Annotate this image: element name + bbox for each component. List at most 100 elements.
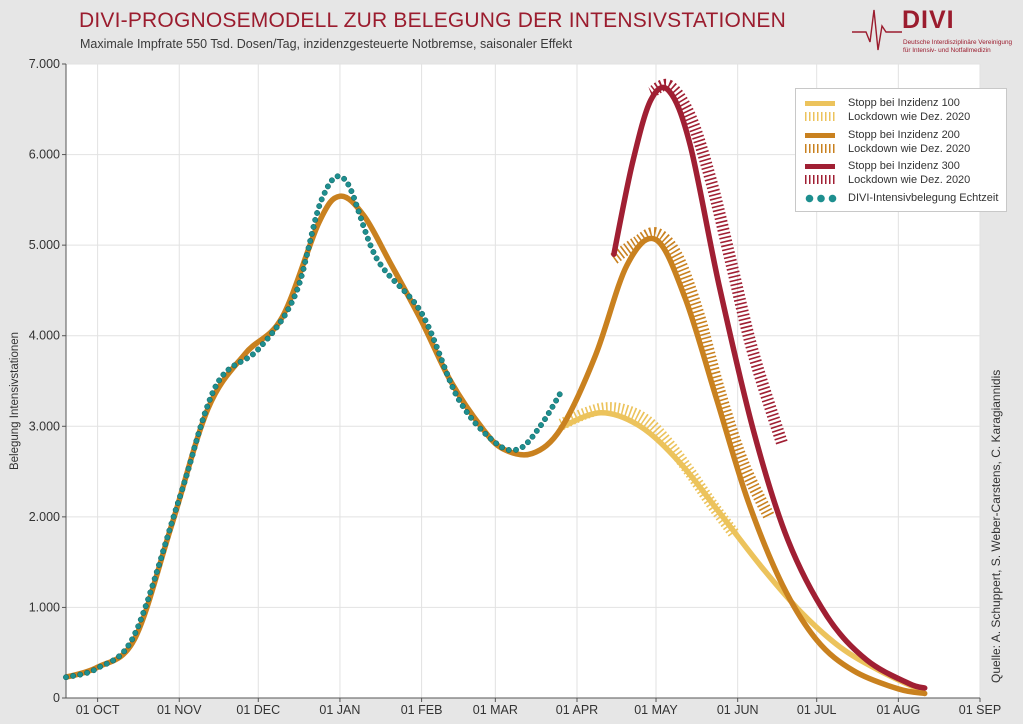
- series-6-point: [505, 447, 512, 453]
- source-note: Quelle: A. Schuppert, S. Weber-Carstens,…: [989, 369, 1003, 683]
- series-0-line: [558, 409, 925, 694]
- series-6-point: [166, 527, 173, 534]
- series-4-line: [611, 84, 928, 691]
- logo-subtitle-line-2: für Intensiv- und Notfallmedizin: [903, 47, 991, 54]
- series-6-point: [364, 235, 371, 242]
- series-6-point: [264, 335, 271, 342]
- series-6-point: [298, 272, 305, 279]
- series-6-point: [316, 203, 323, 210]
- series-6-point: [444, 370, 450, 377]
- series-6-point: [97, 663, 104, 670]
- series-6-point: [193, 437, 200, 444]
- series-6-point: [187, 458, 194, 465]
- series-6-point: [386, 272, 393, 279]
- series-6-point: [477, 425, 484, 432]
- legend-swatch: [805, 194, 837, 203]
- series-6-point: [145, 596, 152, 603]
- series-6-point: [281, 312, 288, 319]
- legend-label: Stopp bei Inzidenz 100: [848, 97, 960, 109]
- series-6-point: [259, 341, 266, 348]
- series-6-point: [273, 324, 280, 331]
- series-6-point: [189, 451, 196, 458]
- series-6-point: [367, 242, 374, 249]
- series-6-point: [428, 330, 435, 337]
- legend-label: Lockdown wie Dez. 2020: [848, 143, 971, 155]
- series-6-point: [307, 237, 314, 244]
- series-6-point: [312, 216, 319, 223]
- series-6-point: [419, 310, 426, 317]
- legend-swatch: [805, 101, 835, 106]
- series-6-point: [341, 175, 348, 182]
- legend-swatch: [805, 112, 835, 121]
- x-tick-label: 01 MAY: [634, 703, 678, 717]
- series-6-point: [172, 506, 179, 513]
- series-6-point: [116, 653, 122, 660]
- x-tick-label: 01 APR: [556, 703, 598, 717]
- logo-subtitle: Deutsche Interdisziplinäre Vereinigung f…: [903, 39, 1018, 55]
- series-6-point: [185, 465, 192, 472]
- series-6-point: [487, 435, 494, 442]
- series-6-point: [183, 472, 190, 479]
- logo-subtitle-line-1: Deutsche Interdisziplinäre Vereinigung: [903, 39, 1013, 46]
- y-tick-label: 6.000: [29, 148, 60, 162]
- x-tick-label: 01 NOV: [157, 703, 202, 717]
- series-3-hatched-line: [610, 227, 775, 520]
- series-6-point: [231, 362, 238, 369]
- series-6-point: [84, 669, 91, 676]
- series-6-point: [70, 672, 77, 679]
- series-6-point: [357, 215, 364, 222]
- x-tick-label: 01 AUG: [876, 703, 920, 717]
- series-6-point: [147, 589, 154, 596]
- series-6-point: [355, 208, 362, 215]
- y-tick-label: 7.000: [29, 57, 60, 71]
- series-6-point: [553, 397, 560, 404]
- series-6-point: [174, 500, 181, 506]
- series-6-point: [549, 403, 556, 410]
- series-6-point: [103, 660, 110, 667]
- series-6-point: [140, 609, 147, 616]
- series-6-point: [225, 366, 232, 373]
- x-tick-label: 01 FEB: [401, 703, 443, 717]
- series-6-point: [177, 493, 184, 500]
- series-6-point: [314, 210, 321, 216]
- series-6-point: [302, 258, 309, 265]
- series-6-point: [415, 304, 422, 311]
- series-6-point: [170, 513, 177, 520]
- series-6-point: [220, 371, 227, 378]
- series-6-point: [455, 396, 462, 403]
- series-6-point: [142, 603, 149, 610]
- series-6-point: [162, 541, 169, 548]
- series-6-point: [310, 223, 317, 230]
- series-6-point: [425, 323, 432, 330]
- series-6-point: [197, 424, 204, 431]
- legend-entry: Lockdown wie Dez. 2020: [796, 111, 1006, 125]
- chart-legend: Stopp bei Inzidenz 100 Lockdown wie Dez. …: [795, 88, 1007, 212]
- series-6-point: [499, 444, 506, 451]
- y-tick-label: 0: [53, 691, 60, 705]
- series-6-point: [151, 575, 158, 582]
- legend-entry: Lockdown wie Dez. 2020: [796, 174, 1006, 188]
- series-6-point: [411, 299, 418, 305]
- y-tick-label: 1.000: [29, 600, 60, 614]
- series-6-point: [542, 416, 548, 423]
- series-6-point: [472, 420, 479, 427]
- series-6-point: [519, 444, 526, 450]
- series-6-point: [373, 255, 380, 262]
- series-6-point: [328, 177, 335, 184]
- series-6-point: [433, 343, 440, 350]
- x-tick-label: 01 DEC: [236, 703, 280, 717]
- series-6-point: [452, 390, 459, 397]
- series-6-point: [303, 251, 310, 258]
- series-6-point: [377, 261, 384, 268]
- series-6-point: [370, 249, 377, 255]
- series-6-point: [538, 422, 544, 429]
- series-6-point: [468, 414, 474, 421]
- series-6-point: [181, 479, 188, 486]
- series-6-point: [90, 667, 97, 674]
- series-6-point: [493, 440, 500, 447]
- series-6-point: [529, 433, 536, 440]
- legend-entry: DIVI-Intensivbelegung Echtzeit: [796, 192, 1006, 206]
- y-tick-label: 4.000: [29, 329, 60, 343]
- series-6-point: [351, 194, 357, 201]
- x-tick-label: 01 MAR: [473, 703, 518, 717]
